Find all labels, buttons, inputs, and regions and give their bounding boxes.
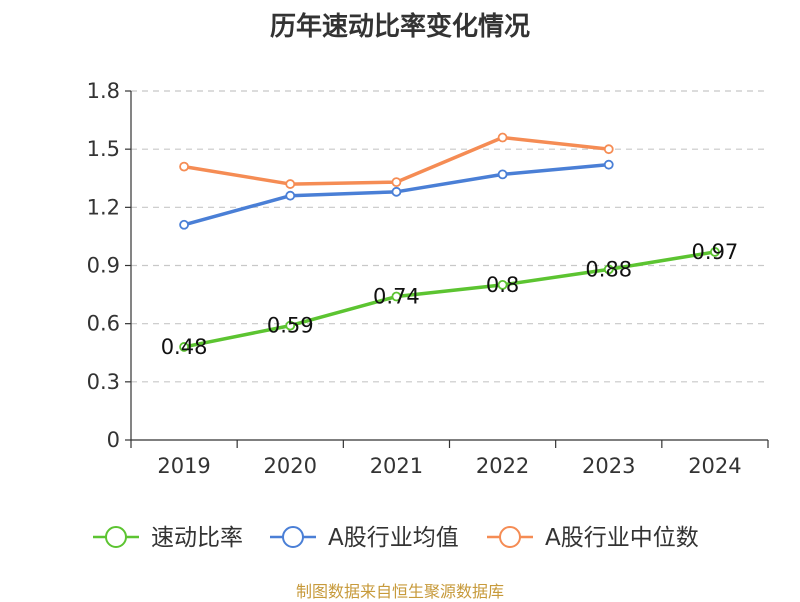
data-point[interactable] — [285, 190, 296, 201]
source-note: 制图数据来自恒生聚源数据库 — [295, 582, 504, 601]
legend-label: A股行业均值 — [328, 525, 459, 551]
data-label: 0.8 — [486, 273, 519, 297]
data-point[interactable] — [710, 247, 720, 257]
series-line-0 — [183, 250, 716, 349]
data-point[interactable] — [497, 169, 508, 180]
data-point[interactable] — [603, 264, 614, 275]
data-label: 0.97 — [692, 240, 739, 264]
data-point[interactable] — [285, 179, 296, 189]
y-tick-label: 0 — [107, 428, 120, 452]
data-point[interactable] — [497, 279, 508, 290]
data-point[interactable] — [391, 291, 402, 302]
y-tick-label: 1.5 — [87, 137, 120, 161]
y-tick-label: 0.9 — [87, 254, 120, 278]
data-point[interactable] — [391, 186, 402, 197]
x-tick-label: 2020 — [264, 454, 317, 478]
x-tick-label: 2019 — [157, 454, 210, 478]
data-point[interactable] — [391, 177, 402, 188]
data-point[interactable] — [179, 161, 189, 172]
legend[interactable]: 速动比率 A股行业均值 A股行业中位数 — [93, 525, 699, 551]
gridlines — [131, 90, 768, 383]
legend-marker — [499, 526, 521, 548]
data-label: 0.88 — [585, 257, 632, 281]
y-tick-label: 0.3 — [87, 370, 120, 394]
legend-marker — [105, 526, 127, 548]
y-tick-label: 0.6 — [87, 312, 120, 336]
data-label: 0.74 — [373, 285, 420, 309]
legend-label: 速动比率 — [151, 525, 243, 551]
legend-item-0[interactable]: 速动比率 — [93, 525, 243, 551]
legend-item-1[interactable]: A股行业均值 — [270, 525, 459, 551]
legend-marker — [282, 526, 304, 548]
data-point[interactable] — [179, 219, 189, 230]
data-labels: 0.48 0.59 0.74 0.8 0.88 0.97 — [161, 240, 739, 359]
legend-item-2[interactable]: A股行业中位数 — [487, 525, 699, 551]
legend-label: A股行业中位数 — [545, 525, 699, 551]
data-point[interactable] — [603, 159, 614, 170]
data-point[interactable] — [497, 132, 508, 143]
x-tick-label: 2024 — [688, 454, 741, 478]
data-point[interactable] — [179, 342, 189, 352]
x-tick-label: 2021 — [370, 454, 423, 478]
data-point[interactable] — [603, 144, 614, 155]
axes: 0 0.3 0.6 0.9 1.2 1.5 1.8 2019 2020 2021 2022 2023 2… — [87, 79, 769, 478]
x-tick-label: 2022 — [476, 454, 529, 478]
series-line-2 — [183, 135, 609, 186]
data-label: 0.59 — [267, 314, 314, 338]
y-tick-label: 1.2 — [87, 195, 120, 219]
chart-title: 历年速动比率变化情况 — [269, 12, 530, 42]
x-tick-label: 2023 — [582, 454, 635, 478]
data-label: 0.48 — [161, 335, 208, 359]
data-point[interactable] — [285, 320, 296, 331]
series-lines — [179, 132, 720, 352]
y-tick-label: 1.8 — [87, 79, 120, 103]
